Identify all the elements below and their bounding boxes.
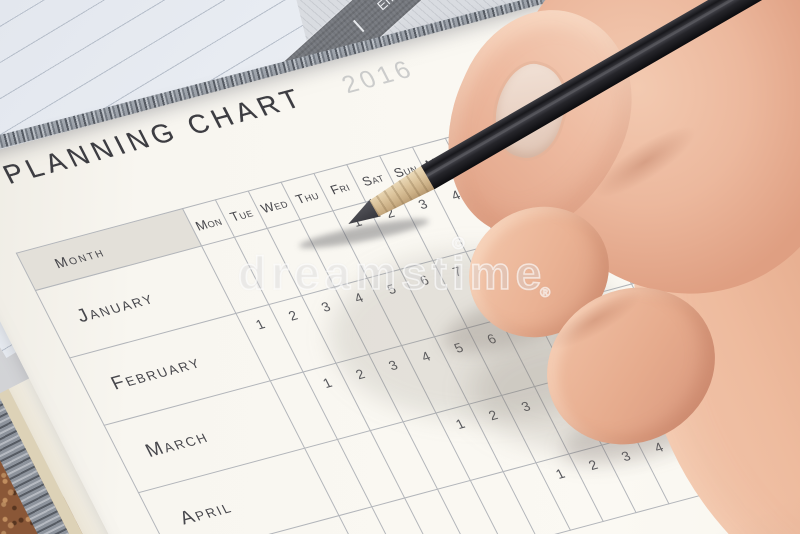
page-year-faint: 2016 [337, 54, 420, 100]
